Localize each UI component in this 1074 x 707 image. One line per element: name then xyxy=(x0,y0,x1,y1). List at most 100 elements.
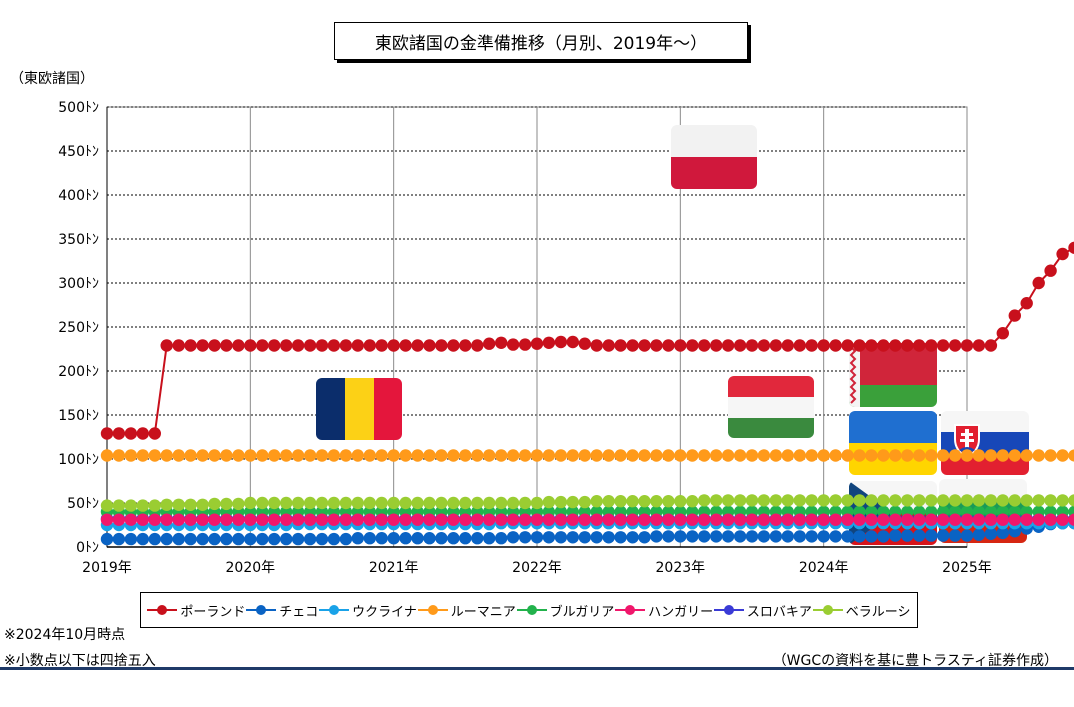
legend-swatch xyxy=(713,604,744,616)
data-point-romania xyxy=(208,449,221,462)
legend-item-bulgaria: ブルガリア xyxy=(516,601,614,620)
series xyxy=(100,241,1074,546)
data-point-romania xyxy=(578,449,591,462)
data-point-hungary xyxy=(232,513,245,526)
data-point-hungary xyxy=(256,513,269,526)
data-point-hungary xyxy=(100,513,114,526)
data-point-hungary xyxy=(1044,513,1057,526)
data-point-hungary xyxy=(936,513,950,526)
data-point-czech xyxy=(626,531,639,544)
data-point-czech xyxy=(506,531,520,544)
data-point-romania xyxy=(399,449,412,462)
data-point-czech xyxy=(650,530,663,543)
data-point-belarus xyxy=(805,494,818,507)
data-point-hungary xyxy=(220,513,233,526)
data-point-belarus xyxy=(423,496,436,510)
data-point-romania xyxy=(805,449,818,462)
data-point-romania xyxy=(984,449,998,462)
data-point-romania xyxy=(925,449,938,462)
data-point-romania xyxy=(602,449,615,462)
data-point-hungary xyxy=(733,513,747,526)
data-point-belarus xyxy=(327,496,341,510)
data-point-romania xyxy=(972,449,986,462)
data-point-hungary xyxy=(566,513,579,526)
data-point-czech xyxy=(280,532,293,546)
data-point-czech xyxy=(542,531,556,544)
data-point-romania xyxy=(184,449,197,462)
data-point-belarus xyxy=(948,494,962,507)
data-point-romania xyxy=(745,449,759,462)
data-point-poland xyxy=(1044,264,1057,277)
y-tick-label: 200ﾄﾝ xyxy=(58,364,99,380)
data-point-romania xyxy=(650,449,663,462)
data-point-romania xyxy=(1032,449,1045,462)
data-point-hungary xyxy=(710,513,723,526)
data-point-poland xyxy=(291,339,305,352)
data-point-hungary xyxy=(674,513,687,526)
data-point-romania xyxy=(829,449,842,462)
data-point-belarus xyxy=(662,495,675,508)
data-point-czech xyxy=(375,532,388,545)
data-point-poland xyxy=(913,339,926,352)
data-point-hungary xyxy=(1032,513,1045,526)
data-point-czech xyxy=(471,532,484,545)
chart-title: 東欧諸国の金準備推移（月別、2019年～） xyxy=(334,22,748,60)
data-point-czech xyxy=(793,530,806,543)
data-point-czech xyxy=(399,532,412,545)
romania-flag xyxy=(316,378,402,440)
data-point-czech xyxy=(590,531,603,544)
legend-label: ウクライナ xyxy=(352,604,417,620)
y-tick-label: 250ﾄﾝ xyxy=(58,320,99,336)
data-point-czech xyxy=(769,530,783,543)
data-point-belarus xyxy=(1020,494,1033,507)
data-point-hungary xyxy=(315,513,329,526)
data-point-hungary xyxy=(483,513,496,526)
data-point-poland xyxy=(375,339,388,352)
data-point-poland xyxy=(280,339,293,352)
legend-label: ハンガリー xyxy=(648,604,714,620)
y-tick-label: 350ﾄﾝ xyxy=(58,232,99,248)
data-point-belarus xyxy=(889,494,902,507)
data-point-poland xyxy=(925,339,938,352)
x-tick-label: 2021年 xyxy=(369,560,419,576)
data-point-poland xyxy=(160,339,173,352)
data-point-czech xyxy=(518,531,532,544)
data-point-poland xyxy=(781,339,794,352)
series-belarus xyxy=(100,494,1074,512)
data-point-belarus xyxy=(124,499,138,512)
data-point-poland xyxy=(626,339,639,352)
data-point-belarus xyxy=(483,496,496,510)
data-point-czech xyxy=(662,530,675,543)
legend-item-belarus: ベラルーシ xyxy=(812,601,911,620)
data-point-hungary xyxy=(518,513,532,526)
x-tick-label: 2022年 xyxy=(512,560,562,576)
data-point-poland xyxy=(148,427,161,440)
x-tick-label: 2024年 xyxy=(799,560,849,576)
data-point-belarus xyxy=(877,494,890,507)
data-point-hungary xyxy=(972,513,986,526)
data-point-belarus xyxy=(913,494,926,507)
data-point-poland xyxy=(710,339,723,352)
data-point-belarus xyxy=(1032,494,1045,507)
data-point-hungary xyxy=(435,513,448,526)
data-point-belarus xyxy=(268,496,281,510)
data-point-poland xyxy=(423,339,436,352)
data-point-poland xyxy=(984,339,998,352)
data-point-poland xyxy=(184,339,197,352)
data-point-poland xyxy=(638,339,651,352)
data-point-poland xyxy=(566,335,579,349)
legend-swatch xyxy=(615,604,646,616)
data-point-romania xyxy=(698,449,711,462)
legend-item-ukraine: ウクライナ xyxy=(319,601,417,620)
data-point-hungary xyxy=(280,513,293,526)
data-point-belarus xyxy=(1008,494,1021,507)
data-point-poland xyxy=(602,339,615,352)
data-point-belarus xyxy=(698,494,711,507)
data-point-belarus xyxy=(291,496,305,510)
data-point-belarus xyxy=(459,496,472,510)
data-point-belarus xyxy=(578,495,591,509)
data-point-hungary xyxy=(721,513,735,526)
data-point-romania xyxy=(495,449,508,462)
data-point-poland xyxy=(1068,241,1074,254)
data-point-hungary xyxy=(542,513,556,526)
